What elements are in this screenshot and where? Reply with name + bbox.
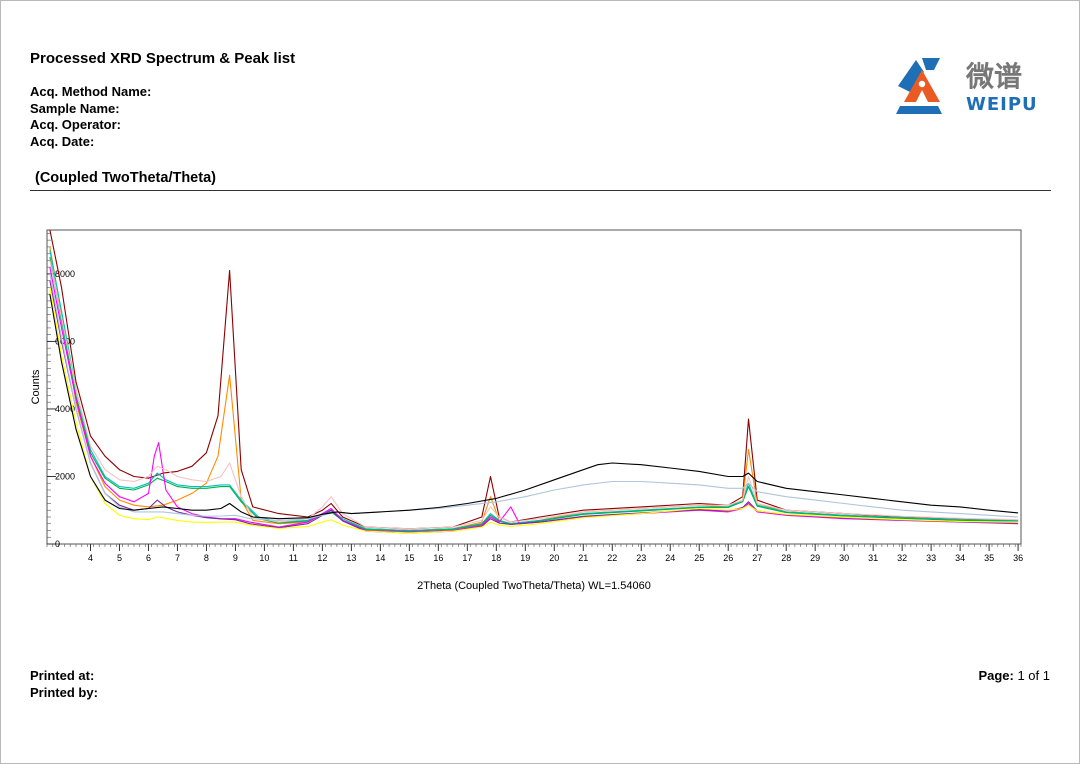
x-tick-label: 25 [694, 553, 704, 563]
printed-by-label: Printed by: [30, 684, 98, 700]
section-divider [30, 190, 1051, 191]
acq-date-label: Acq. Date: [30, 133, 95, 149]
page-value: 1 of 1 [1017, 668, 1050, 683]
section-title: (Coupled TwoTheta/Theta) [35, 170, 216, 186]
x-axis-label: 2Theta (Coupled TwoTheta/Theta) WL=1.540… [417, 580, 651, 592]
page-label: Page: [978, 668, 1014, 683]
logo-blue-bottom [896, 106, 942, 114]
x-tick-label: 32 [897, 553, 907, 563]
x-tick-label: 27 [752, 553, 762, 563]
x-tick-label: 14 [375, 553, 385, 563]
y-axis-label: Counts [30, 369, 42, 404]
x-tick-label: 16 [433, 553, 443, 563]
x-tick-label: 9 [233, 553, 238, 563]
logo-blue-left [898, 60, 924, 92]
x-tick-label: 13 [346, 553, 356, 563]
logo-latin-text: WEIPU [966, 94, 1038, 115]
x-tick-label: 10 [259, 553, 269, 563]
logo-blue-right [922, 58, 940, 70]
y-tick-label: 2000 [55, 471, 75, 481]
plot-area [46, 229, 1022, 545]
x-tick-label: 12 [317, 553, 327, 563]
x-tick-label: 23 [636, 553, 646, 563]
x-tick-label: 20 [549, 553, 559, 563]
x-tick-label: 29 [810, 553, 820, 563]
series-line-9 [49, 273, 1019, 521]
printed-at-label: Printed at: [30, 668, 95, 683]
x-tick-label: 33 [926, 553, 936, 563]
series-line-10 [49, 294, 1019, 520]
x-tick-label: 21 [578, 553, 588, 563]
acq-method-name-label: Acq. Method Name: [30, 84, 152, 99]
x-tick-label: 34 [955, 553, 965, 563]
footer-left: Printed at: Printed by: [30, 668, 98, 701]
acq-operator-label: Acq. Operator: [30, 117, 122, 132]
x-tick-label: 5 [117, 553, 122, 563]
logo-flask-icon [917, 79, 927, 89]
x-tick-label: 4 [88, 553, 93, 563]
x-tick-label: 31 [868, 553, 878, 563]
x-tick-label: 24 [665, 553, 675, 563]
page-indicator: Page: 1 of 1 [978, 668, 1050, 683]
series-line-8 [49, 287, 1019, 534]
x-tick-label: 19 [520, 553, 530, 563]
x-tick-label: 22 [607, 553, 617, 563]
x-tick-label: 8 [204, 553, 209, 563]
sample-name-label: Sample Name: [30, 100, 120, 116]
x-tick-label: 28 [781, 553, 791, 563]
x-tick-label: 35 [984, 553, 994, 563]
acquisition-fields: Acq. Method Name: Sample Name: Acq. Oper… [30, 84, 151, 150]
report-title: Processed XRD Spectrum & Peak list [30, 50, 296, 67]
x-tick-label: 36 [1013, 553, 1023, 563]
chart-svg: 4 5 6 7 8 9 10 11 12 13 14 15 16 17 18 19 20 21 22 23 24 25 26… [30, 229, 1023, 592]
x-tick-label: 6 [146, 553, 151, 563]
y-tick-label: 0 [55, 539, 60, 549]
x-tick-label: 15 [404, 553, 414, 563]
series-line-7 [49, 260, 1019, 530]
y-tick-label: 4000 [55, 404, 75, 414]
xrd-chart: 4 5 6 7 8 9 10 11 12 13 14 15 16 17 18 19 20 21 22 23 24 25 26… [0, 200, 1080, 600]
x-tick-label: 17 [462, 553, 472, 563]
x-tick-label: 11 [289, 553, 298, 563]
weipu-logo: 微谱 WEIPU [896, 58, 1038, 115]
x-tick-label: 7 [175, 553, 180, 563]
y-tick-label: 8000 [55, 269, 75, 279]
x-tick-label: 18 [491, 553, 501, 563]
x-tick-label: 30 [839, 553, 849, 563]
x-tick-label: 26 [723, 553, 733, 563]
logo-chinese-text: 微谱 [965, 60, 1022, 93]
